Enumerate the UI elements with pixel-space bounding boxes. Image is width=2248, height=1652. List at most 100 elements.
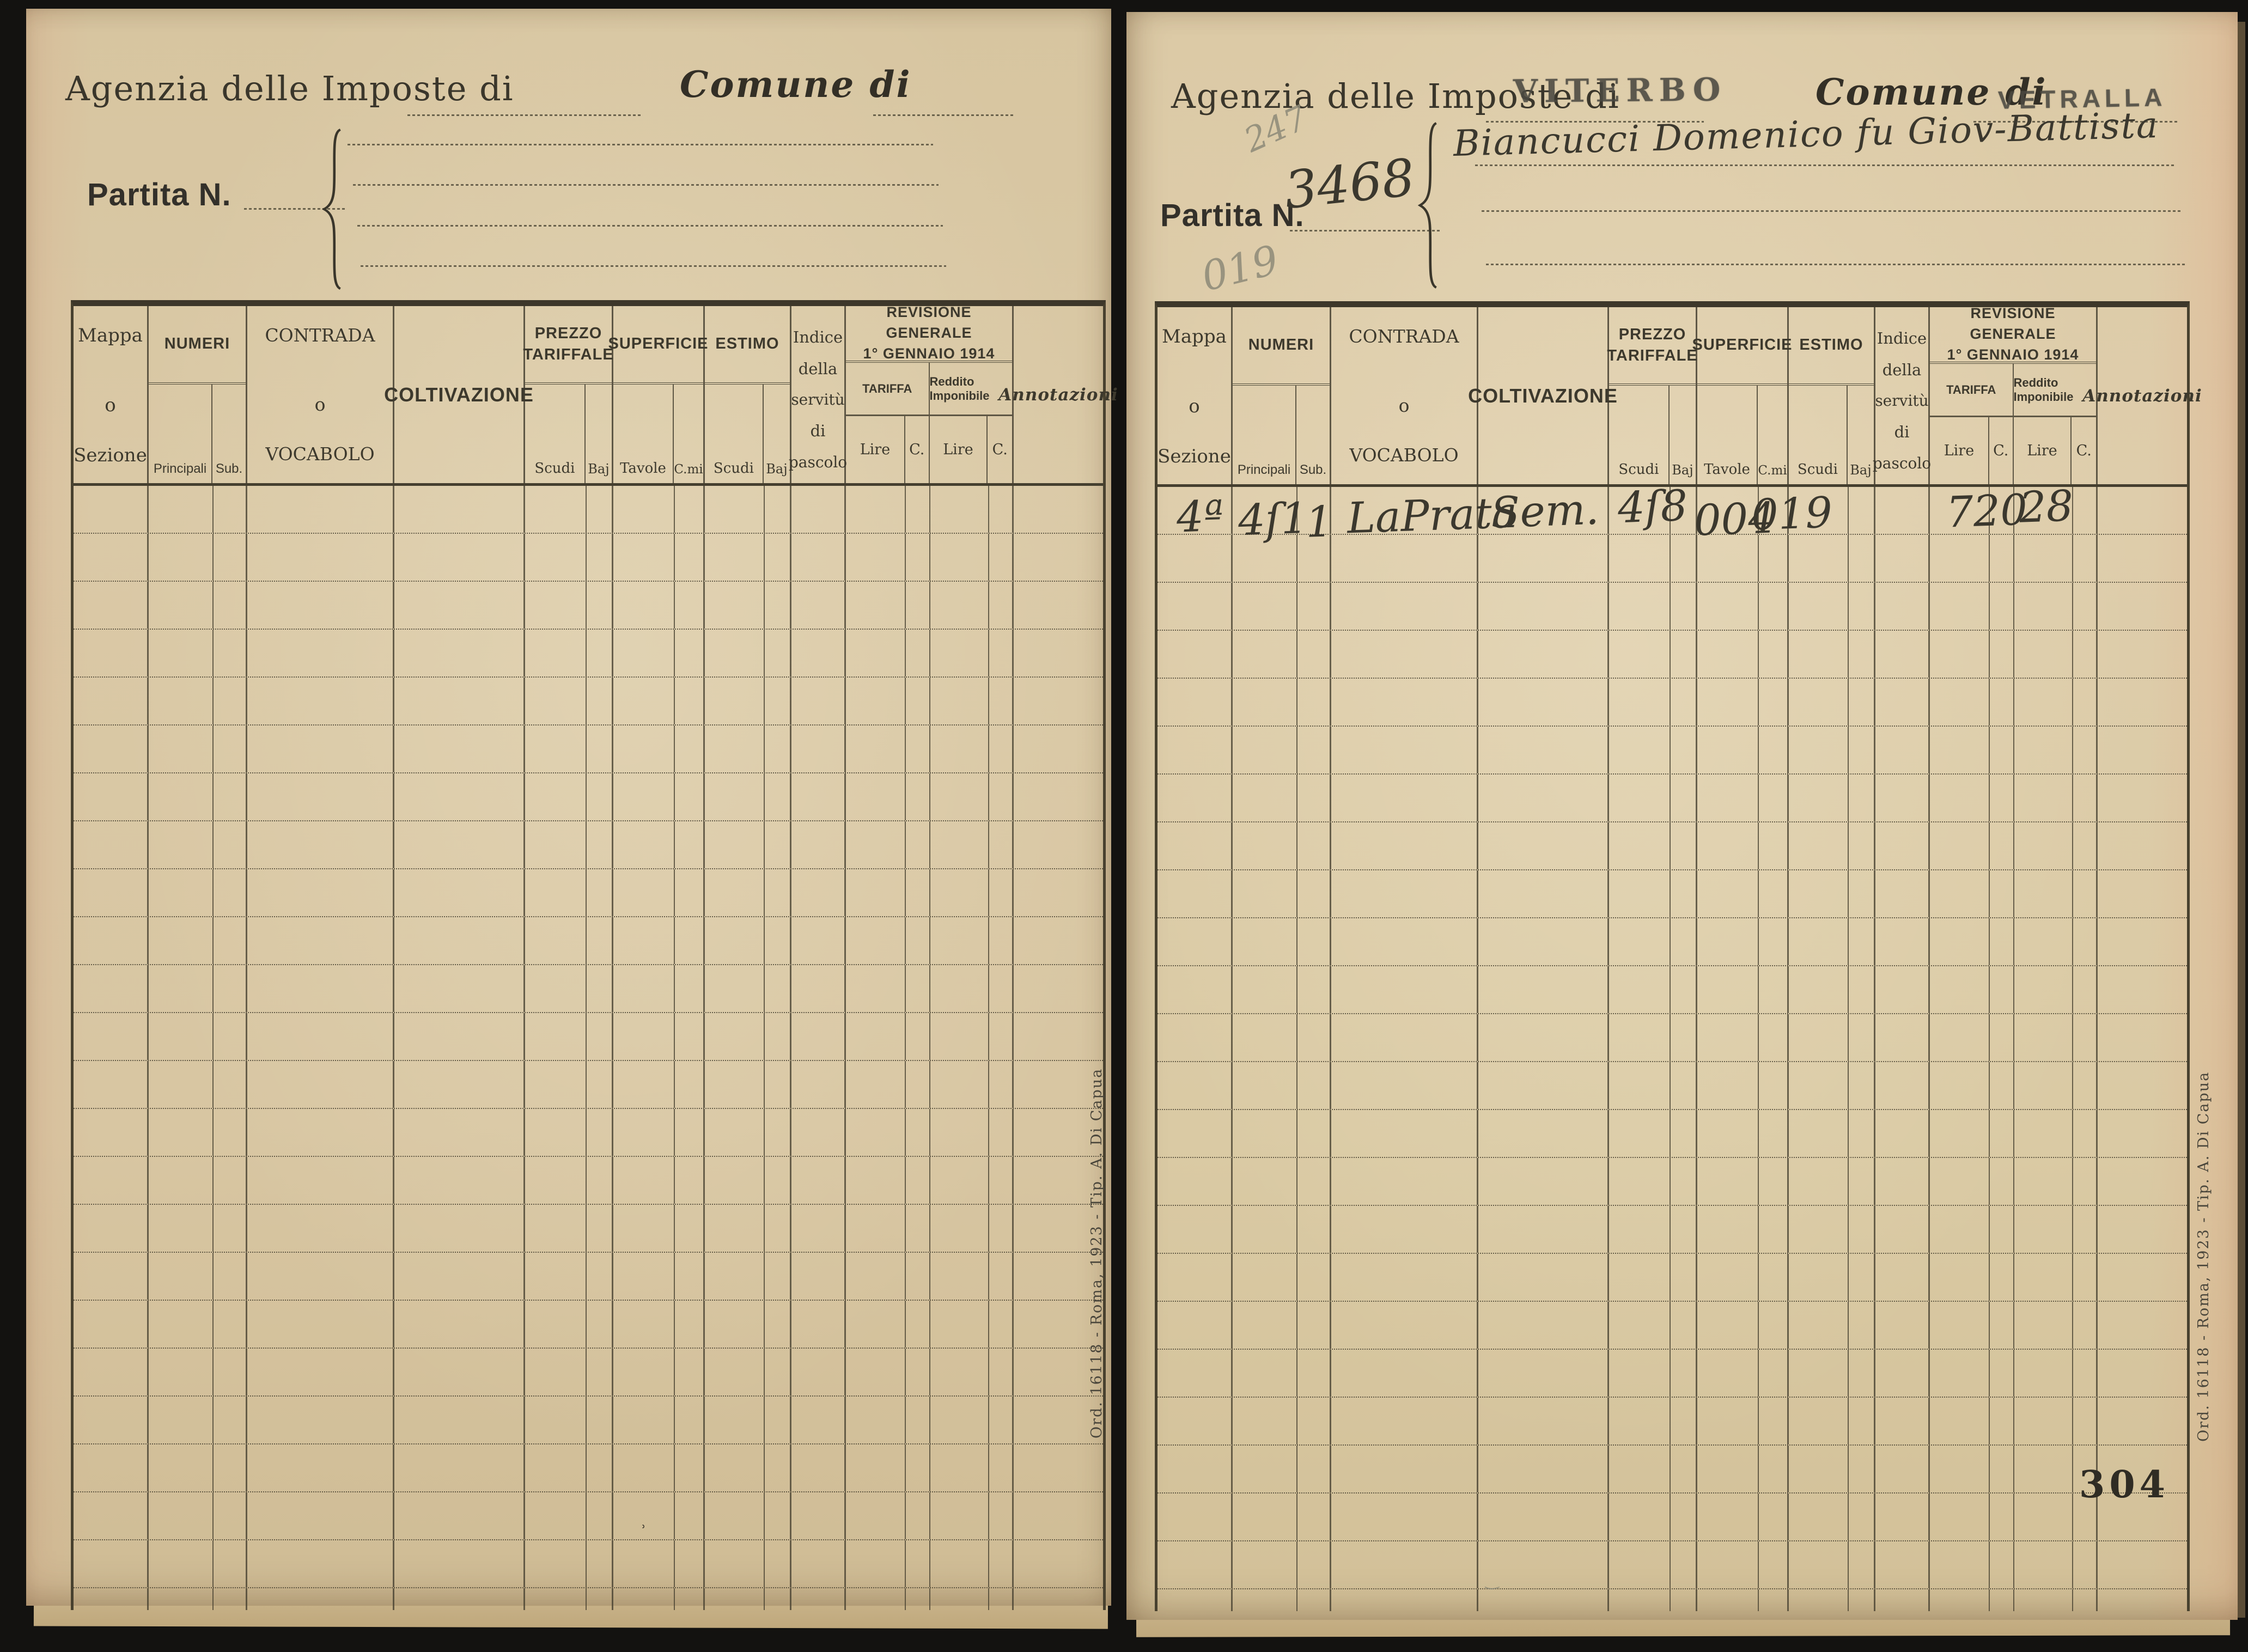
table-cell xyxy=(1849,1589,1875,1611)
column-header-contrada: CONTRADA o VOCABOLO xyxy=(1331,307,1478,484)
table-cell xyxy=(394,486,525,533)
entry-mappa: 4ª xyxy=(1175,491,1225,542)
table-cell xyxy=(394,582,525,629)
table-cell xyxy=(1297,1589,1331,1611)
table-cell xyxy=(846,869,906,916)
table-cell xyxy=(587,1253,613,1300)
table-cell xyxy=(791,486,846,533)
table-cell xyxy=(1930,1398,1990,1444)
table-cell xyxy=(2098,631,2187,678)
table-cell xyxy=(1697,1398,1759,1444)
table-cell xyxy=(394,1061,525,1108)
table-cell xyxy=(1478,631,1609,678)
table-cell xyxy=(765,1588,791,1610)
table-cell xyxy=(1759,487,1789,534)
table-cell xyxy=(846,1588,906,1610)
table-cell xyxy=(1157,1014,1233,1061)
stray-ink-mark: ʾ xyxy=(642,1523,646,1539)
table-cell xyxy=(1990,583,2014,630)
table-cell xyxy=(1609,679,1671,726)
table-cell xyxy=(930,1013,989,1060)
table-cell xyxy=(791,821,846,868)
page-number-stamp: 304 xyxy=(2079,1463,2170,1507)
table-cell xyxy=(989,678,1014,724)
table-cell xyxy=(149,1397,214,1443)
table-cell xyxy=(1478,487,1609,534)
table-cell xyxy=(989,1397,1014,1443)
table-cell xyxy=(705,486,765,533)
table-cell xyxy=(1875,727,1930,773)
table-cell xyxy=(2073,1493,2098,1540)
table-cell xyxy=(1671,631,1697,678)
table-cell xyxy=(214,1205,247,1252)
table-row xyxy=(74,1205,1103,1253)
table-cell xyxy=(587,773,613,820)
owner-blank-line xyxy=(1482,210,2182,212)
column-header-prezzo-tariffale: PREZZO TARIFFALE xyxy=(523,306,613,385)
table-cell xyxy=(705,1301,765,1348)
table-cell xyxy=(791,1013,846,1060)
table-cell xyxy=(587,917,613,964)
table-cell xyxy=(1233,679,1297,726)
table-cell xyxy=(765,486,791,533)
table-cell xyxy=(525,1349,587,1395)
table-row xyxy=(74,534,1103,582)
column-header-mappa: Mappa o Sezione xyxy=(1157,307,1233,484)
table-cell xyxy=(1609,1014,1671,1061)
table-cell xyxy=(1297,1158,1331,1205)
table-cell xyxy=(906,1301,930,1348)
table-row xyxy=(1157,679,2187,727)
table-cell xyxy=(1930,1302,1990,1349)
table-cell xyxy=(1671,487,1697,534)
table-cell xyxy=(2073,1110,2098,1157)
table-cell xyxy=(989,1157,1014,1204)
table-cell xyxy=(1331,1206,1478,1253)
table-cell xyxy=(1789,870,1849,917)
table-cell xyxy=(906,1157,930,1204)
table-cell xyxy=(846,965,906,1012)
table-cell xyxy=(394,1205,525,1252)
table-cell xyxy=(1331,535,1478,582)
table-cell xyxy=(613,1492,675,1539)
table-cell xyxy=(74,1157,149,1204)
entry-coltivazione: Sem. xyxy=(1490,485,1600,538)
table-cell xyxy=(1697,679,1759,726)
table-cell xyxy=(1157,727,1233,773)
table-cell xyxy=(525,1540,587,1587)
table-cell xyxy=(675,1540,705,1587)
table-cell xyxy=(1609,870,1671,917)
table-cell xyxy=(989,965,1014,1012)
table-cell xyxy=(1849,1206,1875,1253)
table-cell xyxy=(2073,918,2098,965)
table-row xyxy=(1157,1493,2187,1541)
table-cell xyxy=(613,1444,675,1491)
table-cell xyxy=(906,1588,930,1610)
table-cell xyxy=(846,1540,906,1587)
table-cell xyxy=(1157,535,1233,582)
table-cell xyxy=(613,1397,675,1443)
table-cell xyxy=(906,1444,930,1491)
table-row xyxy=(74,1013,1103,1061)
table-cell xyxy=(613,773,675,820)
column-header-coltivazione: COLTIVAZIONE xyxy=(1468,307,1617,484)
table-cell xyxy=(149,1109,214,1156)
partita-label: Partita N. xyxy=(1160,198,1305,233)
table-cell xyxy=(247,1444,394,1491)
table-cell xyxy=(587,1061,613,1108)
table-cell xyxy=(247,821,394,868)
table-cell xyxy=(1990,1589,2014,1611)
table-cell xyxy=(214,917,247,964)
table-cell xyxy=(1930,1350,1990,1397)
table-cell xyxy=(149,1492,214,1539)
table-cell xyxy=(1697,1158,1759,1205)
column-header-cmi: C.mi xyxy=(1758,464,1787,478)
table-cell xyxy=(1990,1398,2014,1444)
table-cell xyxy=(930,1540,989,1587)
table-cell xyxy=(394,773,525,820)
table-cell xyxy=(394,1349,525,1395)
table-cell xyxy=(1609,727,1671,773)
column-header-numeri: NUMERI xyxy=(149,306,246,385)
register-page-left: Agenzia delle Imposte di Comune di Parti… xyxy=(26,9,1118,1610)
table-cell xyxy=(906,1013,930,1060)
table-cell xyxy=(1157,870,1233,917)
